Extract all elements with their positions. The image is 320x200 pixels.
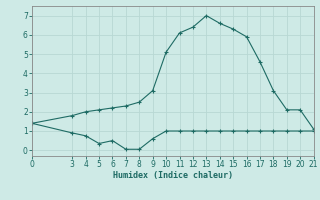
X-axis label: Humidex (Indice chaleur): Humidex (Indice chaleur) [113, 171, 233, 180]
